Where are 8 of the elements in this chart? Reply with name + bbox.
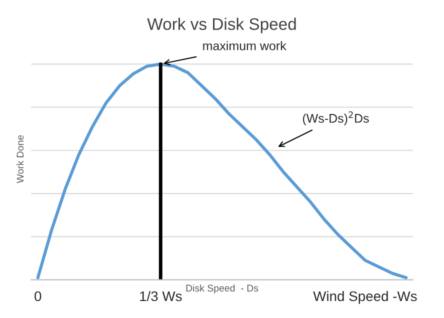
x-axis-title: Disk Speed - Ds [186, 284, 258, 294]
annotation: (Ws-Ds)$^{2}$Ds [302, 111, 369, 126]
chart-title: Work vs Disk Speed [147, 18, 296, 34]
x-tick-label: Wind Speed -Ws [313, 290, 417, 304]
x-tick-label: 0 [34, 291, 42, 302]
annotation: maximum work [203, 41, 286, 50]
x-tick-label: 1/3 Ws [140, 290, 182, 302]
y-axis-title: Work Done [16, 135, 24, 184]
